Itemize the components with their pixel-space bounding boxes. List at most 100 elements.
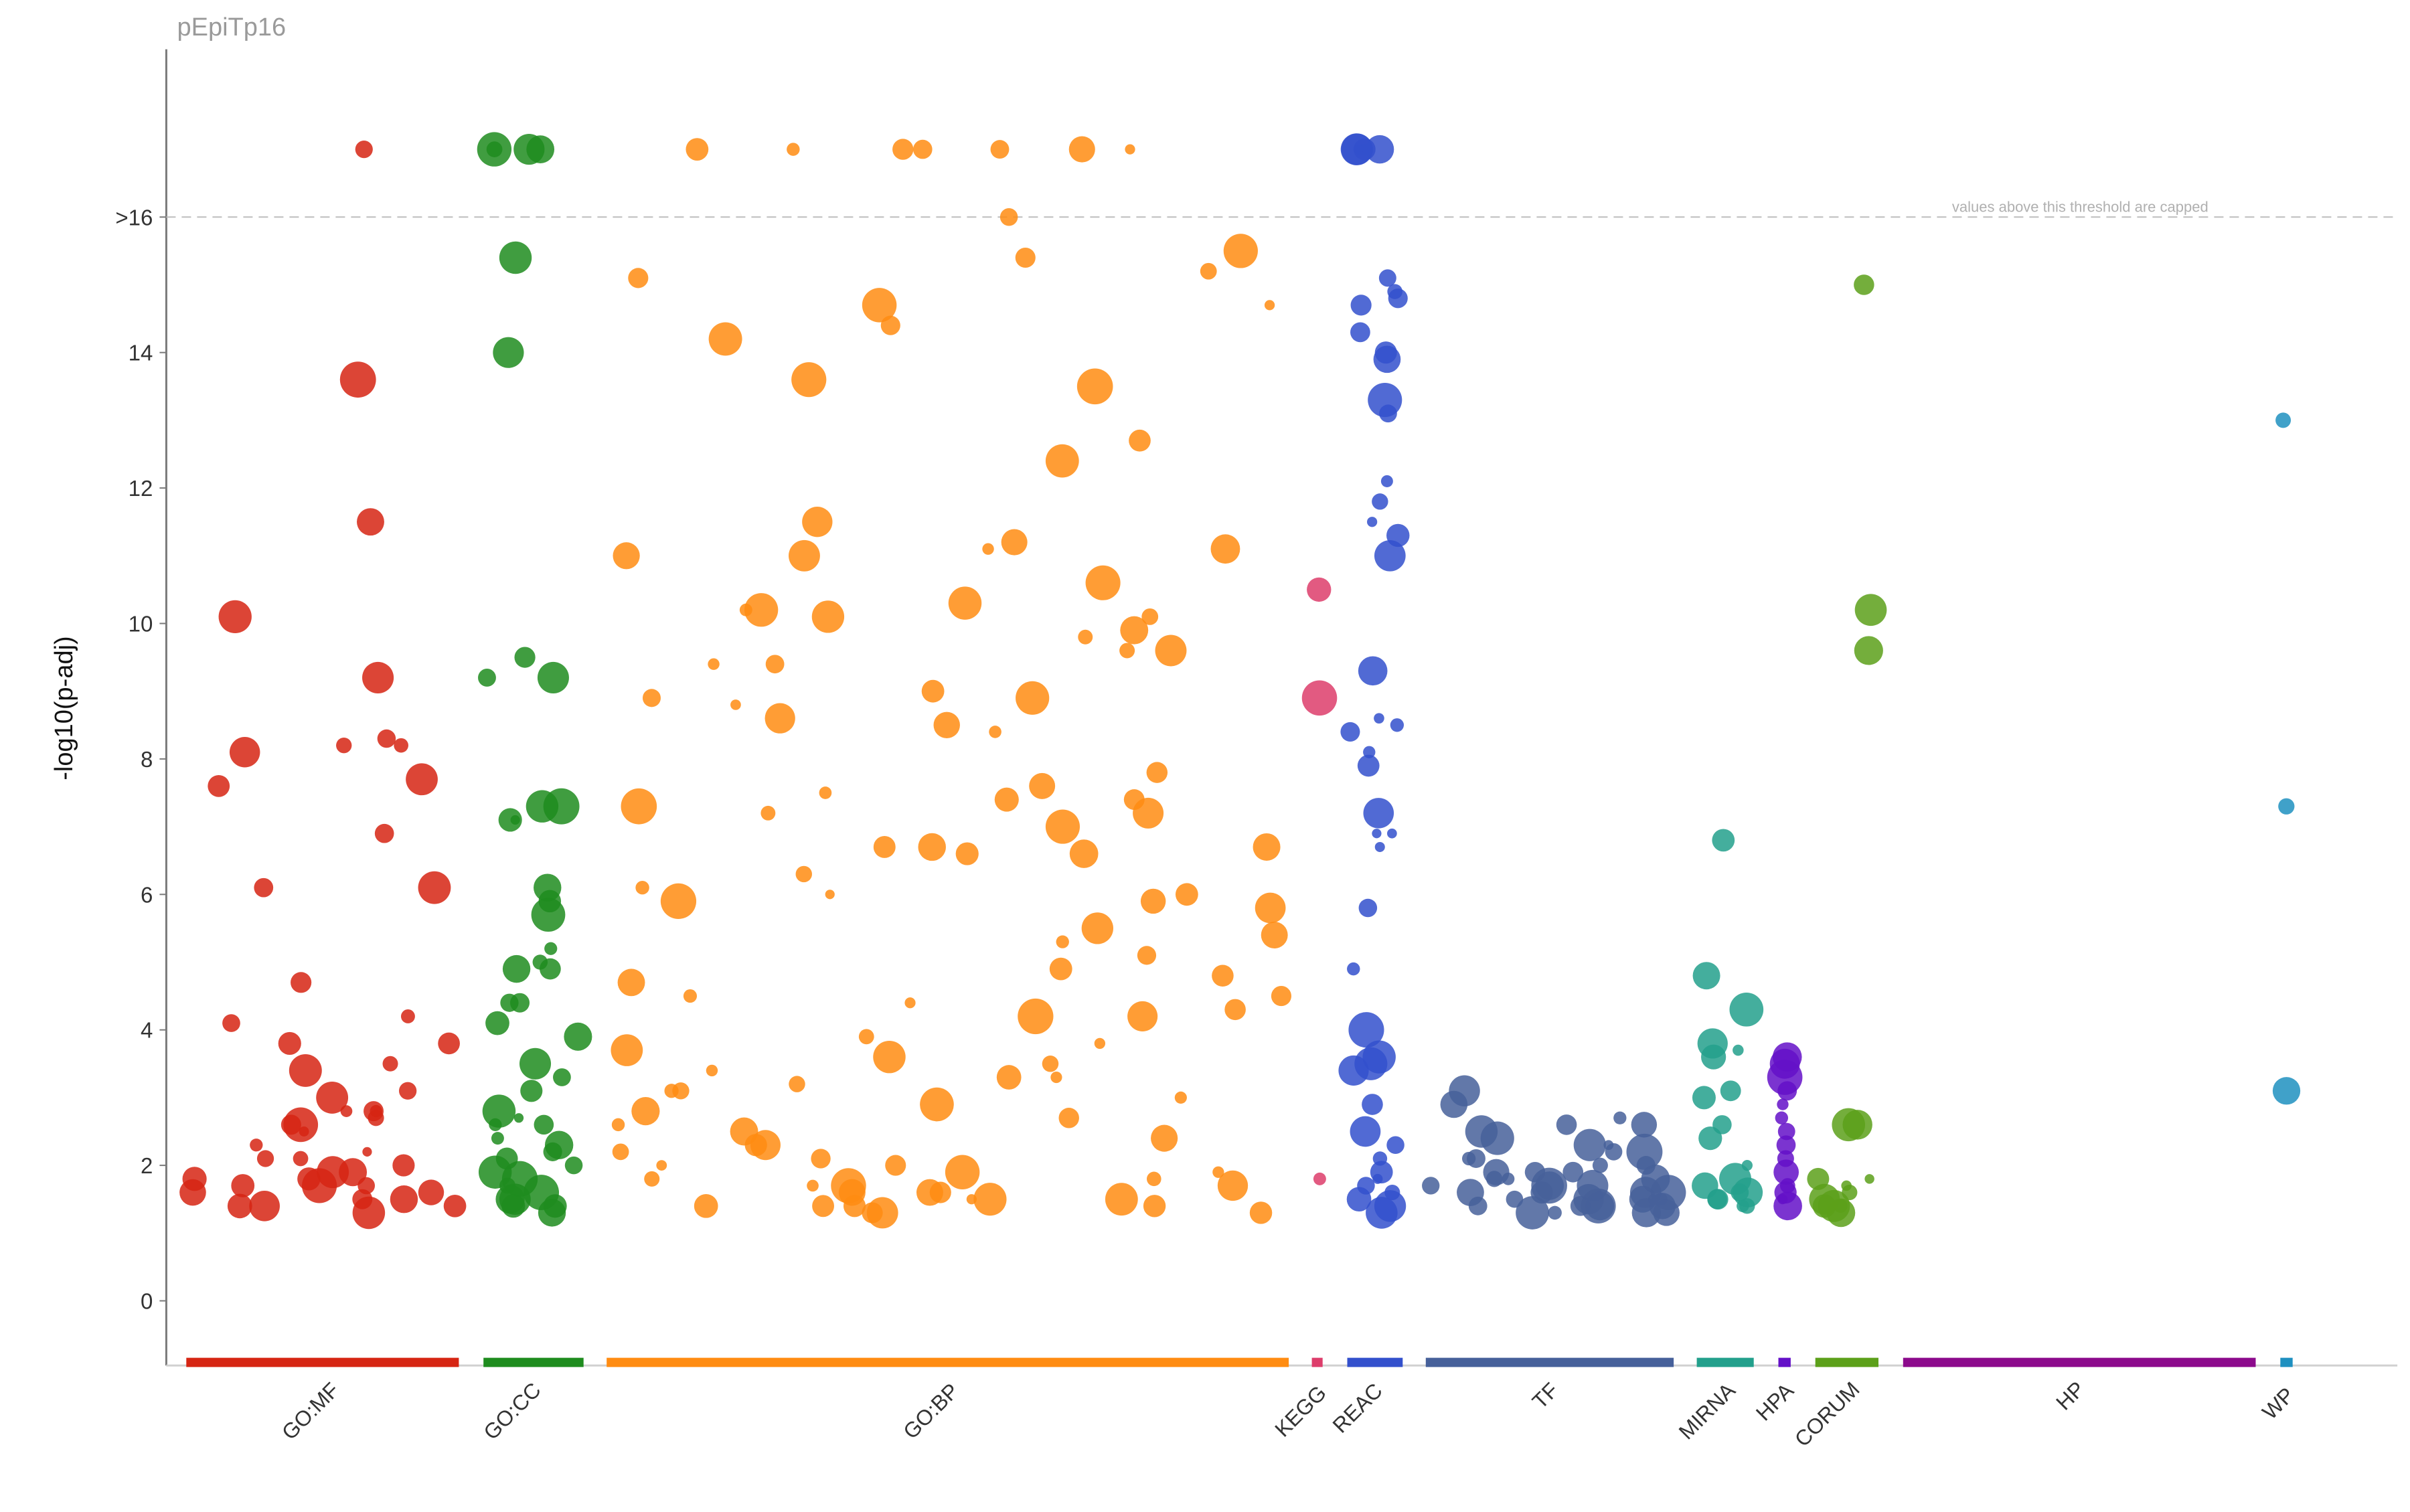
data-point[interactable]: GO:BP: 7.6	[1029, 772, 1056, 799]
data-point[interactable]: GO:CC: 15.4	[499, 241, 532, 274]
data-point[interactable]: GO:BP: 9.4	[765, 655, 785, 674]
data-point[interactable]: HPA: 2.7	[1775, 1111, 1789, 1124]
data-point[interactable]: GO:BP: 8.9	[642, 689, 661, 707]
data-point[interactable]: MIRNA: 2.4	[1698, 1126, 1722, 1151]
data-point[interactable]: GO:BP: 14.4	[880, 315, 900, 335]
data-point[interactable]: HPA: 1.4	[1773, 1191, 1802, 1221]
data-point[interactable]: GO:BP: 1.4	[843, 1195, 866, 1217]
data-point[interactable]: MIRNA: 4.3	[1729, 993, 1764, 1027]
data-point[interactable]: CORUM: 15	[1854, 274, 1874, 295]
data-point[interactable]: GO:MF: 6.1	[418, 871, 451, 904]
data-point[interactable]: REAC: 2.5	[1350, 1116, 1381, 1147]
data-point[interactable]: GO:BP: 1.3	[862, 1202, 883, 1224]
data-point[interactable]: REAC: 8.5	[1390, 718, 1404, 732]
data-point[interactable]: REAC: 1.3	[1366, 1197, 1398, 1229]
data-point[interactable]: GO:BP: 17	[1125, 144, 1135, 155]
data-point[interactable]: GO:BP: 2	[656, 1160, 667, 1171]
data-point[interactable]: GO:CC: 7.3	[526, 790, 559, 823]
data-point[interactable]: GO:CC: 17	[513, 134, 545, 165]
data-point[interactable]: REAC: 6.9	[1372, 829, 1382, 839]
data-point[interactable]: GO:CC: 9.2	[537, 661, 569, 693]
data-point[interactable]: REAC: 15.1	[1378, 269, 1396, 287]
data-point[interactable]: GO:BP: 13.6	[791, 362, 827, 398]
data-point[interactable]: GO:BP: 9.6	[1119, 643, 1135, 659]
data-point[interactable]: GO:BP: 17	[990, 140, 1010, 159]
data-point[interactable]: GO:BP: 4.4	[904, 997, 916, 1009]
data-point[interactable]: GO:BP: 3.8	[1094, 1037, 1106, 1049]
data-point[interactable]: GO:BP: 5.9	[1140, 888, 1166, 914]
data-point[interactable]: GO:CC: 2.7	[513, 1113, 524, 1123]
data-point[interactable]: GO:BP: 17	[912, 139, 933, 159]
data-point[interactable]: GO:BP: 2.7	[1058, 1108, 1079, 1128]
data-point[interactable]: REAC: 4.9	[1347, 962, 1360, 976]
data-point[interactable]: GO:BP: 9.8	[1078, 629, 1093, 645]
data-point[interactable]: GO:BP: 9.6	[1155, 635, 1187, 667]
data-point[interactable]: GO:CC: 17	[486, 141, 503, 157]
data-point[interactable]: REAC: 13.9	[1373, 345, 1401, 373]
data-point[interactable]: GO:MF: 2.7	[368, 1110, 384, 1126]
data-point[interactable]: HPA: 2.9	[1777, 1098, 1789, 1110]
data-point[interactable]: GO:BP: 1.9	[945, 1155, 980, 1189]
data-point[interactable]: REAC: 13.1	[1379, 404, 1397, 423]
data-point[interactable]: GO:MF: 3.1	[398, 1082, 417, 1100]
data-point[interactable]: KEGG: 8.9	[1301, 680, 1338, 716]
data-point[interactable]: GO:BP: 7.3	[621, 788, 657, 825]
data-point[interactable]: GO:BP: 2.1	[811, 1149, 831, 1169]
data-point[interactable]: TF: 1.3	[1516, 1196, 1549, 1230]
data-point[interactable]: GO:BP: 11.1	[982, 543, 994, 555]
data-point[interactable]: MIRNA: 1.4	[1739, 1198, 1755, 1214]
data-point[interactable]: REAC: 1.8	[1372, 1173, 1383, 1184]
data-point[interactable]: GO:CC: 2	[564, 1156, 583, 1175]
data-point[interactable]: TF: 2.3	[1573, 1128, 1606, 1161]
data-point[interactable]: GO:CC: 5.7	[531, 898, 566, 932]
data-point[interactable]: KEGG: 1.8	[1313, 1172, 1326, 1185]
data-point[interactable]: GO:BP: 3.1	[672, 1082, 690, 1100]
data-point[interactable]: GO:BP: 17	[787, 143, 800, 156]
data-point[interactable]: GO:BP: 6.6	[1069, 839, 1099, 868]
data-point[interactable]: GO:BP: 7.5	[819, 786, 832, 799]
data-point[interactable]: GO:BP: 3.9	[858, 1029, 874, 1045]
data-point[interactable]: GO:CC: 5.2	[544, 942, 558, 955]
data-point[interactable]: GO:MF: 2.1	[293, 1151, 309, 1167]
data-point[interactable]: GO:CC: 7.1	[498, 808, 522, 832]
data-point[interactable]: REAC: 6.7	[1374, 841, 1385, 852]
data-point[interactable]: GO:MF: 2.5	[299, 1126, 309, 1137]
data-point[interactable]: GO:BP: 4.2	[1018, 998, 1054, 1035]
data-point[interactable]: GO:MF: 3.5	[382, 1056, 398, 1072]
data-point[interactable]: GO:BP: 17	[892, 139, 914, 160]
data-point[interactable]: GO:MF: 2.2	[362, 1147, 372, 1157]
data-point[interactable]: GO:MF: 1.4	[443, 1194, 467, 1217]
data-point[interactable]: TF: 2.4	[1480, 1121, 1514, 1155]
data-point[interactable]: GO:CC: 2.6	[489, 1118, 502, 1131]
data-point[interactable]: GO:BP: 3.2	[789, 1076, 805, 1092]
data-point[interactable]: GO:BP: 3.4	[706, 1064, 718, 1077]
data-point[interactable]: GO:MF: 13.6	[339, 361, 376, 398]
data-point[interactable]: REAC: 4	[1348, 1012, 1384, 1048]
data-point[interactable]: GO:MF: 3	[316, 1081, 349, 1114]
data-point[interactable]: REAC: 17	[1353, 144, 1364, 155]
data-point[interactable]: TF: 1.3	[1548, 1205, 1562, 1220]
data-point[interactable]: GO:BP: 1.8	[1147, 1171, 1161, 1187]
data-point[interactable]: GO:BP: 2.9	[920, 1087, 954, 1122]
data-point[interactable]: GO:BP: 10.2	[744, 593, 779, 627]
data-point[interactable]: GO:MF: 8.3	[377, 729, 396, 748]
data-point[interactable]: GO:BP: 8.8	[730, 699, 741, 710]
data-point[interactable]: GO:MF: 7.6	[208, 774, 230, 797]
data-point[interactable]: REAC: 2.3	[1386, 1136, 1404, 1155]
data-point[interactable]: GO:BP: 12.4	[1045, 444, 1079, 478]
data-point[interactable]: GO:CC: 14	[493, 337, 524, 368]
data-point[interactable]: HPA: 1.9	[1773, 1159, 1799, 1185]
data-point[interactable]: GO:MF: 2.8	[340, 1105, 353, 1117]
data-point[interactable]: REAC: 14.3	[1350, 322, 1370, 343]
data-point[interactable]: GO:BP: 5.1	[1137, 946, 1157, 965]
data-point[interactable]: TF: 1.9	[1562, 1161, 1584, 1183]
data-point[interactable]: REAC: 12.1	[1380, 475, 1393, 487]
data-point[interactable]: GO:BP: 1.5	[1105, 1183, 1138, 1216]
data-point[interactable]: GO:MF: 10.1	[218, 600, 252, 634]
data-point[interactable]: REAC: 14.8	[1388, 288, 1408, 309]
data-point[interactable]: MIRNA: 3	[1692, 1086, 1716, 1110]
data-point[interactable]: CORUM: 9.6	[1854, 636, 1883, 665]
data-point[interactable]: GO:BP: 2.6	[611, 1118, 625, 1132]
data-point[interactable]: GO:MF: 6.9	[374, 823, 394, 843]
data-point[interactable]: REAC: 9.3	[1358, 656, 1388, 686]
